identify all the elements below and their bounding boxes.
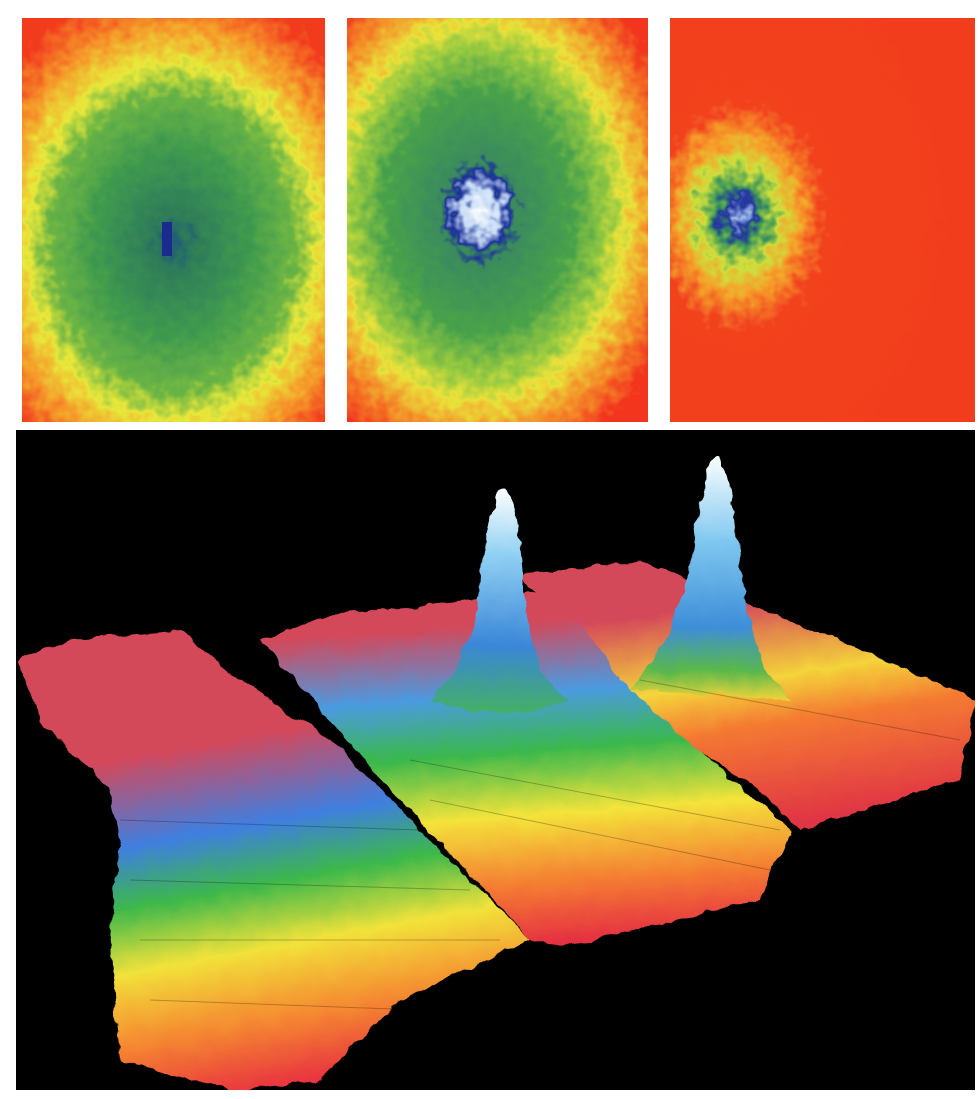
surface-sheet (260, 590, 790, 945)
surface-plots (18, 455, 975, 1090)
density-panel (670, 18, 975, 422)
surface-peak (630, 455, 790, 700)
density-panel (347, 18, 648, 422)
surface-sheet (18, 630, 530, 1090)
surface-peak (430, 488, 570, 714)
mesh-lines (119, 679, 961, 1011)
density-panel (22, 18, 325, 422)
